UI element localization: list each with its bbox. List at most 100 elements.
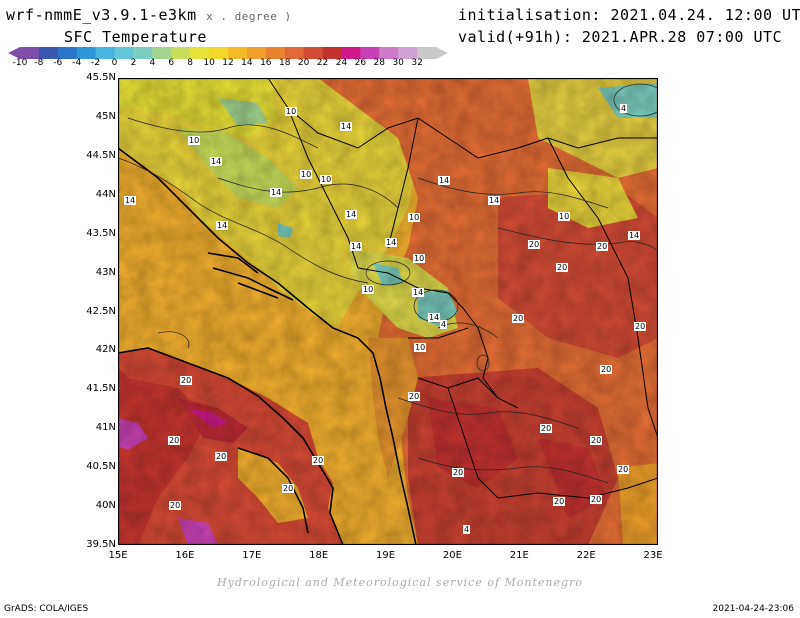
latitude-label: 44.5N: [86, 149, 116, 161]
colorbar-swatch: [152, 47, 172, 59]
contour-label: 20: [634, 322, 647, 331]
contour-label: 10: [408, 213, 421, 222]
colorbar-swatch: [209, 47, 229, 59]
coastlines: [118, 147, 417, 545]
latitude-label: 43N: [95, 266, 116, 278]
longitude-label: 18E: [309, 550, 329, 561]
colorbar-swatch: [341, 47, 361, 59]
colorbar-swatch: [265, 47, 286, 59]
contour-label: 14: [210, 157, 223, 166]
borders: [267, 78, 658, 499]
colorbar-swatch: [95, 47, 116, 59]
colorbar-swatch: [171, 47, 191, 59]
contour-label: 20: [556, 263, 569, 272]
colorbar-swatch: [57, 47, 78, 59]
model-name: wrf-nmmE_v3.9.1-e3km: [6, 6, 197, 24]
colorbar-label: 0: [111, 58, 118, 68]
contour-label: 20: [590, 495, 603, 504]
software-label: GrADS: COLA/IGES: [4, 604, 89, 614]
longitude-label: 23E: [643, 550, 663, 561]
contour-label: 14: [412, 288, 425, 297]
colorbar-label: 30: [392, 58, 404, 68]
contour-label: 20: [590, 436, 603, 445]
valid-label: valid(+91h):: [458, 28, 573, 46]
latitude-label: 41N: [95, 422, 116, 434]
colorbar-swatch: [228, 47, 248, 59]
contour-label: 20: [540, 424, 553, 433]
contour-label: 20: [282, 484, 295, 493]
field-title: SFC Temperature: [64, 28, 207, 46]
contour-label: 14: [216, 221, 229, 230]
colorbar-label: 28: [373, 58, 385, 68]
contour-label: 20: [408, 392, 421, 401]
colorbar-label: -4: [72, 58, 82, 68]
contour-label: 4: [620, 104, 628, 113]
contour-label: 20: [512, 314, 525, 323]
contour-label: 20: [528, 240, 541, 249]
contour-label: 20: [617, 465, 630, 474]
contour-label: 14: [345, 210, 358, 219]
longitude-label: 20E: [442, 550, 462, 561]
contour-label: 10: [414, 343, 427, 352]
colorbar-swatch: [322, 47, 342, 59]
init-line: initialisation: 2021.04.24. 12:00 UTC: [458, 6, 800, 24]
contour-label: 14: [270, 188, 283, 197]
longitude-label: 16E: [175, 550, 195, 561]
colorbar-label: 12: [222, 58, 234, 68]
colorbar-swatch: [246, 47, 267, 59]
longitude-label: 22E: [576, 550, 596, 561]
latitude-label: 40.5N: [86, 461, 116, 473]
temperature-map: [118, 78, 658, 545]
contour-lines: [118, 83, 658, 484]
colorbar-label: 2: [130, 58, 137, 68]
contour-label: 10: [320, 175, 333, 184]
contour-label: 10: [300, 170, 313, 179]
longitude-label: 21E: [509, 550, 529, 561]
valid-value: 2021.APR.28 07:00 UTC: [581, 28, 783, 46]
longitude-label: 19E: [375, 550, 396, 561]
contour-label: 14: [350, 242, 363, 251]
init-value: 2021.04.24. 12:00 UTC: [610, 6, 800, 24]
colorbar-label: 18: [278, 58, 291, 68]
contour-label: 20: [452, 468, 465, 477]
colorbar-label: 32: [411, 58, 423, 68]
contour-label: 14: [438, 176, 451, 185]
contour-label: 14: [124, 196, 137, 205]
latitude-label: 40N: [95, 500, 116, 512]
contour-label: 14: [340, 122, 353, 131]
latitude-label: 45.5N: [86, 72, 116, 83]
latitude-label: 41.5N: [86, 383, 116, 395]
colorbar-label: 22: [316, 58, 329, 68]
colorbar-label: -10: [12, 58, 28, 68]
contour-label: 10: [285, 107, 298, 116]
colorbar-swatch: [38, 47, 59, 59]
colorbar-swatch: [20, 47, 40, 59]
contour-label: 20: [215, 452, 228, 461]
contour-label: 20: [553, 497, 566, 506]
contour-label: 10: [413, 254, 426, 263]
latitude-label: 42.5N: [86, 305, 116, 317]
colorbar: [8, 47, 448, 59]
contour-label: 14: [628, 231, 641, 240]
colorbar-swatch: [190, 47, 210, 59]
contour-label: 20: [168, 436, 181, 445]
colorbar-swatch: [379, 47, 399, 59]
colorbar-label: -8: [34, 58, 44, 68]
colorbar-label: 20: [297, 58, 310, 68]
contour-label: 20: [596, 242, 609, 251]
colorbar-label: 8: [187, 58, 194, 68]
contour-label: 20: [180, 376, 193, 385]
colorbar-swatch: [284, 47, 305, 59]
colorbar-label: 24: [335, 58, 348, 68]
valid-line: valid(+91h): 2021.APR.28 07:00 UTC: [458, 28, 782, 46]
latitude-label: 45N: [95, 110, 116, 122]
latitude-label: 39.5N: [86, 539, 116, 550]
colorbar-swatch: [398, 47, 418, 59]
colorbar-swatch: [76, 47, 97, 59]
colorbar-label: -2: [91, 58, 101, 68]
colorbar-swatch: [133, 47, 153, 59]
colorbar-swatch: [303, 47, 324, 59]
latitude-label: 42N: [95, 344, 116, 356]
latitude-label: 43.5N: [86, 227, 116, 239]
contour-label: 10: [362, 285, 375, 294]
